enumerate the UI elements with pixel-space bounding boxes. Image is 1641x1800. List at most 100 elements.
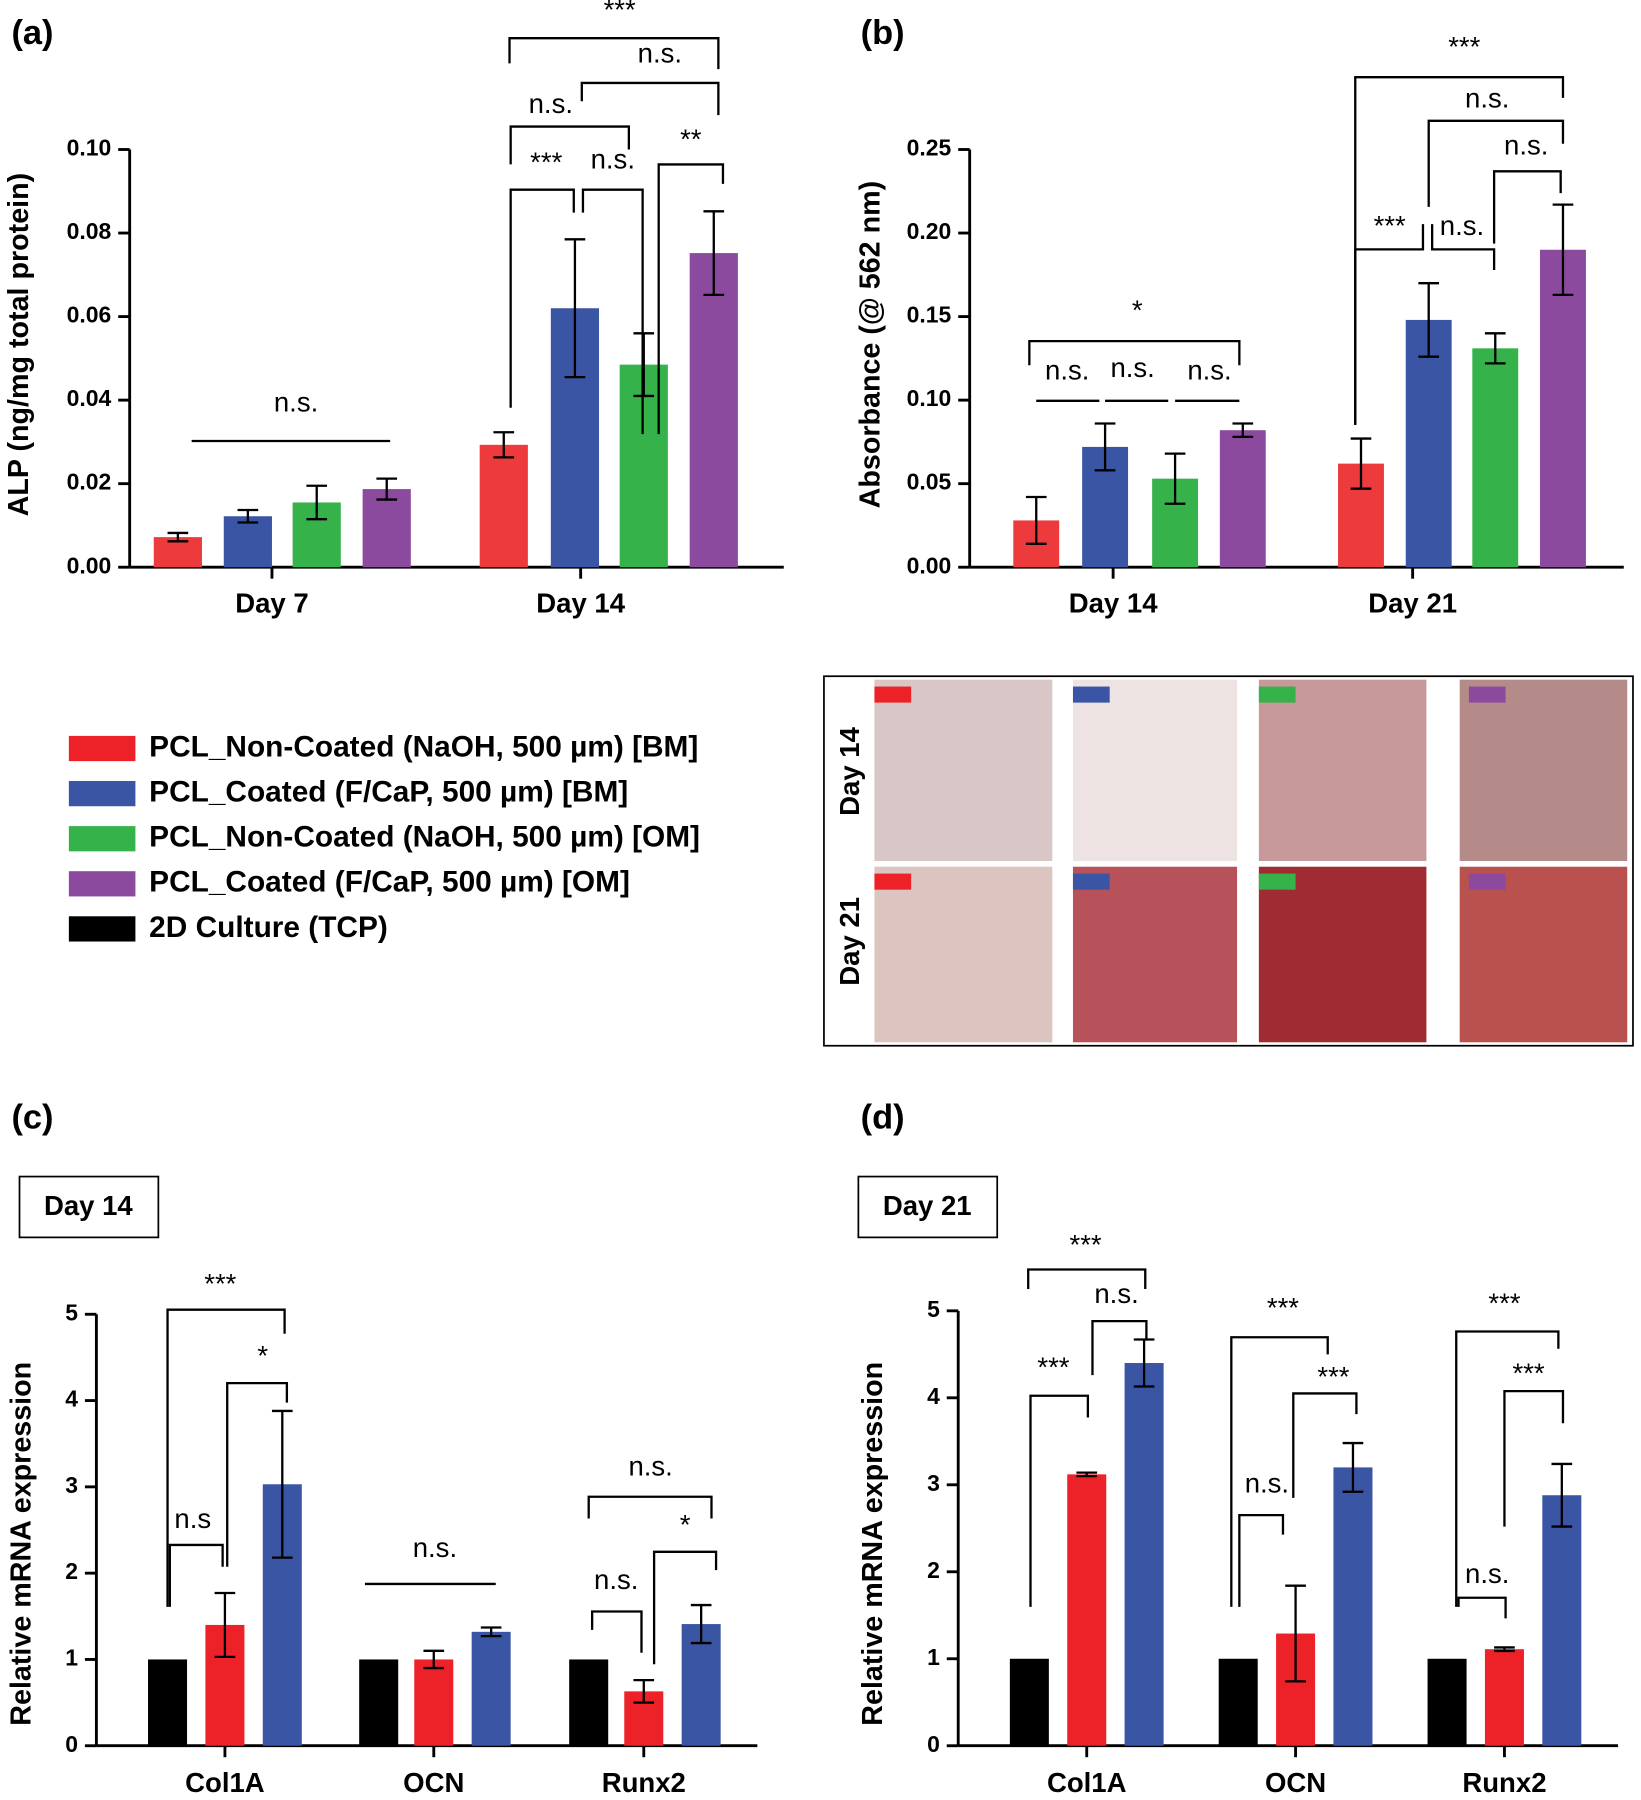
legend-label: 2D Culture (TCP) [149,911,388,944]
significance-bracket [509,125,631,165]
y-tick-label: 1 [927,1644,940,1670]
bar [148,1659,188,1746]
y-axis-title: ALP (ng/mg total protein) [3,173,35,517]
bar [1009,1658,1049,1746]
significance-bracket [1292,1392,1358,1498]
significance-bracket [587,1495,713,1519]
x-tick-label: Col1A [185,1767,265,1798]
bar [681,1624,721,1746]
significance-label: * [680,1509,691,1540]
bar [479,444,528,568]
significance-bracket [590,1610,643,1653]
bar [689,253,738,568]
significance-label: n.s [174,1503,211,1534]
bar [414,1659,454,1746]
significance-label: n.s. [1440,210,1484,241]
significance-bracket [580,81,720,116]
y-axis-title: Relative mRNA expression [6,1362,38,1726]
significance-bracket [226,1381,289,1567]
bar [1218,1658,1258,1746]
photo-frame [823,675,1634,1047]
y-tick-label: 2 [927,1557,940,1583]
significance-bracket [657,163,725,435]
significance-label: *** [1512,1357,1544,1388]
bar [1472,348,1519,568]
error-bar [423,1649,445,1670]
inset-box [18,1175,160,1239]
significance-label: n.s. [591,143,635,174]
significance-bracket [508,37,720,70]
inset-label: Day 14 [44,1190,133,1221]
significance-label: *** [1267,1292,1299,1323]
bar [1219,430,1266,568]
significance-label: *** [530,147,562,178]
significance-label: n.s. [274,387,318,418]
significance-label: ** [680,124,702,155]
bar [569,1659,609,1746]
y-tick-label: 0.04 [67,385,112,411]
y-tick-label: 1 [65,1645,78,1671]
significance-bracket [1455,1330,1560,1607]
error-bar [1551,1462,1573,1528]
significance-bracket [1457,1596,1507,1619]
significance-label: * [257,1340,268,1371]
x-tick-label: OCN [1265,1767,1326,1798]
photo-row-label: Day 21 [834,897,865,986]
photo-row-label: Day 14 [834,726,865,815]
significance-label: n.s. [529,88,573,119]
significance-bracket [1029,1394,1090,1607]
y-tick-label: 4 [65,1386,78,1412]
significance-label: n.s. [1465,82,1509,113]
y-tick-label: 0.25 [907,135,952,161]
y-tick-label: 0 [65,1731,78,1757]
significance-label: n.s. [413,1532,457,1563]
bar [1427,1658,1467,1746]
significance-label: n.s. [1465,1558,1509,1589]
significance-label: n.s. [1504,129,1548,160]
significance-label: n.s. [1187,354,1231,385]
significance-label: n.s. [638,38,682,69]
significance-bracket [1091,1320,1148,1376]
error-bar [1418,282,1440,358]
error-bar [690,1603,712,1645]
y-tick-label: 0.05 [907,469,952,495]
significance-bracket [581,188,644,435]
significance-bracket [1354,76,1565,425]
y-tick-label: 0.10 [67,135,112,161]
photo-tag [874,873,912,890]
x-tick-label: Runx2 [1462,1767,1546,1798]
error-bar [1094,422,1116,472]
y-axis-title: Absorbance (@ 562 nm) [855,181,887,509]
panel-label: (b) [861,14,905,52]
error-bar [1133,1338,1155,1388]
bar [1540,249,1586,568]
x-tick-label: Col1A [1047,1767,1127,1798]
significance-label: n.s. [594,1564,638,1595]
error-bar [493,431,515,459]
significance-bracket [1430,224,1496,270]
error-bar [167,531,189,543]
significance-label: *** [604,0,636,25]
bar [359,1659,399,1746]
error-bar [271,1409,293,1559]
y-tick-label: 4 [927,1383,940,1409]
significance-bracket [1492,170,1562,244]
significance-bracket [509,188,575,408]
significance-bracket [166,1308,286,1607]
photo [1258,679,1427,861]
bar [1405,319,1452,568]
x-tick-label: OCN [403,1767,464,1798]
bar [362,489,411,568]
photo [1072,866,1238,1043]
significance-label: n.s. [1094,1278,1138,1309]
y-tick-label: 0.00 [907,552,952,578]
bar [223,516,272,568]
significance-label: *** [204,1268,236,1299]
y-tick-label: 0.00 [67,552,112,578]
inset-label: Day 21 [883,1190,972,1221]
error-bar [1350,437,1372,490]
y-tick-label: 0.10 [907,385,952,411]
legend-swatch [68,780,136,807]
x-tick-label: Day 7 [235,587,308,618]
error-bar [306,484,328,521]
